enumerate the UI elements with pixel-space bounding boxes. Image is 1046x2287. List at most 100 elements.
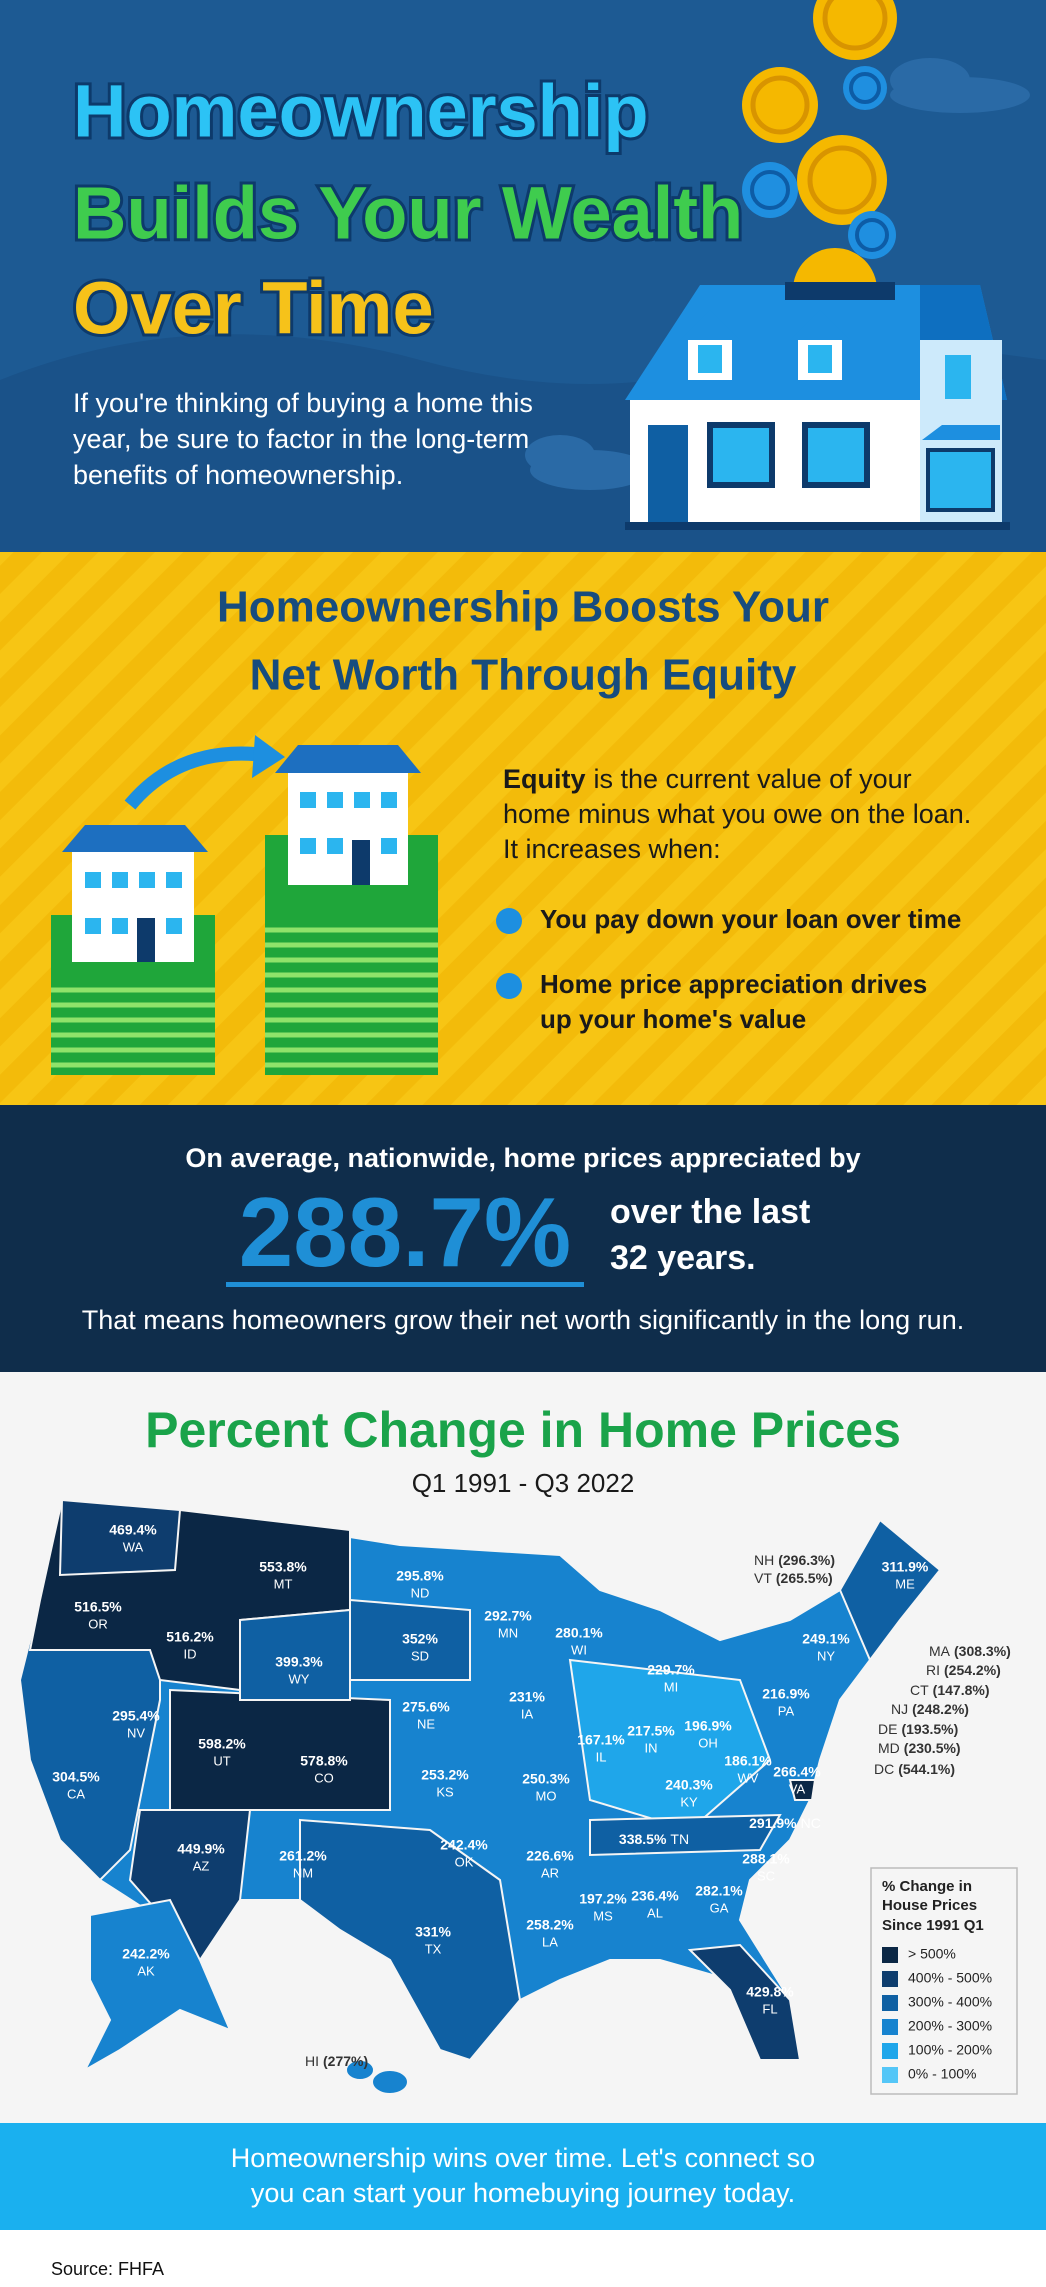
state-abbr: LA	[542, 1934, 558, 1949]
callout: NH (296.3%)	[754, 1552, 835, 1568]
state-abbr: PA	[778, 1703, 795, 1718]
state-abbr: AR	[541, 1865, 559, 1880]
intro-line: year, be sure to factor in the long-term	[73, 424, 529, 454]
legend-label: 100% - 200%	[908, 2042, 992, 2058]
state-abbr: SC	[757, 1868, 775, 1883]
state-abbr: SD	[411, 1648, 429, 1663]
state-value: 240.3%	[665, 1777, 713, 1793]
state-value: 449.9%	[177, 1841, 225, 1857]
callout: HI (277%)	[305, 2053, 368, 2069]
state-abbr: OH	[698, 1735, 718, 1750]
legend-swatch	[882, 1995, 898, 2011]
state-abbr: AZ	[193, 1858, 210, 1873]
state-abbr: NC	[801, 1815, 821, 1831]
state-abbr: CA	[67, 1786, 85, 1801]
callout-abbr: CT	[910, 1682, 929, 1698]
state-value: 553.8%	[259, 1559, 307, 1575]
state-abbr: WV	[738, 1770, 759, 1785]
legend-swatch	[882, 2019, 898, 2035]
state-abbr: WI	[571, 1642, 587, 1657]
state-abbr: KY	[680, 1794, 698, 1809]
callout-value: (296.3%)	[778, 1552, 835, 1568]
state-value: 469.4%	[109, 1522, 157, 1538]
callout-value: (254.2%)	[944, 1662, 1001, 1678]
state-abbr: MO	[536, 1788, 557, 1803]
state-abbr: MT	[274, 1576, 293, 1591]
callout-value: (277%)	[323, 2053, 368, 2069]
state-value: 236.4%	[631, 1888, 679, 1904]
callout-value: (147.8%)	[933, 1682, 990, 1698]
state-value: 295.4%	[112, 1708, 160, 1724]
definition-line: home minus what you owe on the loan.	[503, 799, 971, 829]
state-value: 258.2%	[526, 1917, 574, 1933]
state-abbr: CO	[314, 1770, 334, 1785]
legend-swatch	[882, 2067, 898, 2083]
state-value: 253.2%	[421, 1767, 469, 1783]
callout-abbr: DC	[874, 1761, 894, 1777]
callout: DE (193.5%)	[878, 1721, 958, 1737]
definition-line: Equity is the current value of your	[503, 764, 912, 794]
state-value: 292.7%	[484, 1608, 532, 1624]
clouds	[525, 58, 1030, 490]
state-abbr: AL	[647, 1905, 663, 1920]
state-abbr: MS	[593, 1908, 613, 1923]
state-abbr: OK	[455, 1854, 474, 1869]
bullet-dot	[496, 908, 522, 934]
state-value: 311.9%	[882, 1559, 929, 1575]
stat-lead: On average, nationwide, home prices appr…	[185, 1143, 860, 1173]
title-line: Over Time	[73, 267, 434, 350]
state-abbr: TN	[670, 1831, 689, 1847]
callout-value: (193.5%)	[901, 1721, 958, 1737]
state-label: 338.5% TN	[619, 1831, 689, 1847]
legend-label: 0% - 100%	[908, 2066, 976, 2082]
intro-line: benefits of homeownership.	[73, 460, 403, 490]
state-value: 399.3%	[275, 1654, 323, 1670]
state-abbr: ME	[895, 1576, 915, 1591]
legend-title: % Change in	[882, 1878, 972, 1895]
state-value: 578.8%	[300, 1753, 348, 1769]
callout-abbr: MD	[878, 1740, 900, 1756]
state-abbr: MI	[664, 1679, 678, 1694]
state-value: 304.5%	[52, 1769, 100, 1785]
bullet-text: Home price appreciation drives	[540, 969, 927, 999]
state-abbr: NE	[417, 1716, 435, 1731]
state-label: 291.9% NC	[749, 1815, 821, 1831]
definition-term: Equity	[503, 764, 586, 794]
intro-line: If you're thinking of buying a home this	[73, 388, 533, 418]
map-title: Percent Change in Home Prices	[145, 1402, 901, 1458]
state-value: 226.6%	[526, 1848, 574, 1864]
legend-title: Since 1991 Q1	[882, 1917, 984, 1934]
state-value: 282.1%	[695, 1883, 743, 1899]
state-value: 275.6%	[402, 1699, 450, 1715]
legend-title: House Prices	[882, 1897, 977, 1914]
callout: MA (308.3%)	[929, 1643, 1011, 1659]
state-abbr: AK	[137, 1963, 155, 1978]
callout: DC (544.1%)	[874, 1761, 955, 1777]
stat-suffix: over the last	[610, 1193, 810, 1231]
state-abbr: FL	[762, 2001, 777, 2016]
callout-abbr: DE	[878, 1721, 897, 1737]
state-abbr: OR	[88, 1616, 108, 1631]
callout-value: (308.3%)	[954, 1643, 1011, 1659]
legend-swatch	[882, 2043, 898, 2059]
callout-abbr: MA	[929, 1643, 951, 1659]
map-subtitle: Q1 1991 - Q3 2022	[412, 1468, 635, 1498]
callout-abbr: VT	[754, 1570, 772, 1586]
state-abbr: TX	[425, 1941, 442, 1956]
state-value: 288.1%	[742, 1851, 790, 1867]
callout-value: (248.2%)	[912, 1701, 969, 1717]
state-abbr: IN	[645, 1740, 658, 1755]
legend-swatch	[882, 1947, 898, 1963]
stat-bg	[0, 1105, 1046, 1372]
state-abbr: NM	[293, 1865, 313, 1880]
state-abbr: IA	[521, 1706, 534, 1721]
state-abbr: WA	[123, 1539, 144, 1554]
state-abbr: IL	[596, 1749, 607, 1764]
state-abbr: NY	[817, 1648, 835, 1663]
callout: CT (147.8%)	[910, 1682, 989, 1698]
state-value: 229.7%	[647, 1662, 695, 1678]
bullet-text: You pay down your loan over time	[540, 904, 961, 934]
state-value: 167.1%	[577, 1732, 625, 1748]
state-value: 291.9%	[749, 1815, 797, 1831]
